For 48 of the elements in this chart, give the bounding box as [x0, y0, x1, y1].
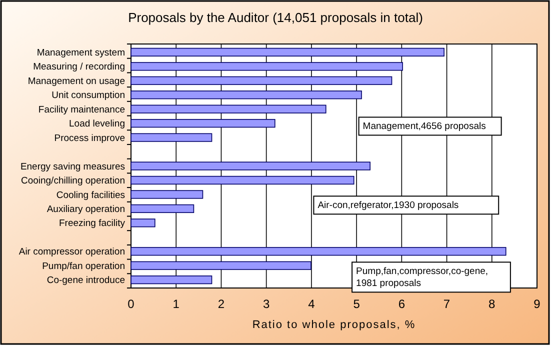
y-tick-label: Auxiliary operation: [46, 204, 125, 216]
bar: [130, 261, 312, 270]
x-tick-label: 1: [172, 297, 180, 311]
y-tick-label: Unit consumption: [52, 90, 125, 102]
annotation: Management,4656 proposals: [362, 121, 486, 132]
x-axis-title: Ratio to whole proposals, %: [252, 319, 416, 331]
bar: [130, 62, 403, 71]
y-tick-label: Load leveling: [69, 118, 125, 130]
bar: [130, 190, 204, 199]
x-tick-label: 4: [308, 297, 316, 311]
x-tick-label: 9: [534, 297, 541, 311]
bar: [130, 218, 156, 228]
y-tick-label: Cooing/chilling operation: [20, 176, 125, 187]
y-tick-label: Air compressor operation: [18, 246, 125, 258]
annotation: Air-con,refgerator,1930 proposals: [318, 200, 459, 212]
bar: [130, 247, 506, 256]
bar: [130, 204, 194, 213]
text-box: Pump,fan,compressor,co-gene, 1981 proposals: [352, 262, 511, 293]
bar: [130, 133, 212, 142]
text-box: Management,4656 proposals: [358, 116, 502, 136]
x-tick-label: 3: [262, 297, 270, 311]
chart-title: Proposals by the Auditor (14,051 proposals in total): [128, 10, 423, 25]
y-tick-label: Facility maintenance: [38, 104, 125, 116]
x-tick-label: 6: [398, 297, 406, 311]
y-tick-label: Process improve: [54, 132, 125, 144]
y-tick-label: Freezing facility: [59, 218, 126, 230]
y-tick-label: Co-gene introduce: [46, 275, 125, 286]
x-tick-label: 0: [128, 297, 135, 311]
y-tick-label: Management system: [36, 48, 126, 59]
x-tick-label: 8: [488, 297, 496, 311]
bar: [130, 48, 444, 56]
x-tick-label: 7: [443, 297, 450, 311]
y-tick-label: Measuring / recording: [33, 62, 125, 73]
annotation: Pump,fan,compressor,co-gene, 1981 proposals: [356, 266, 488, 290]
bar: [130, 104, 326, 114]
bar: [130, 90, 362, 100]
text-box: Air-con,refgerator,1930 proposals: [313, 196, 500, 215]
x-tick-label: 2: [218, 297, 225, 311]
y-tick-label: Pump/fan operation: [42, 260, 125, 272]
y-tick-label: Cooling facilities: [56, 190, 126, 201]
bar: [130, 276, 212, 284]
y-tick-label: Management on usage: [28, 76, 125, 87]
bar: [130, 176, 354, 185]
y-tick-label: Energy saving measures: [20, 161, 126, 172]
bar: [130, 119, 276, 128]
x-tick-label: 5: [353, 297, 360, 311]
bar: [130, 162, 370, 170]
bar: [130, 76, 392, 85]
